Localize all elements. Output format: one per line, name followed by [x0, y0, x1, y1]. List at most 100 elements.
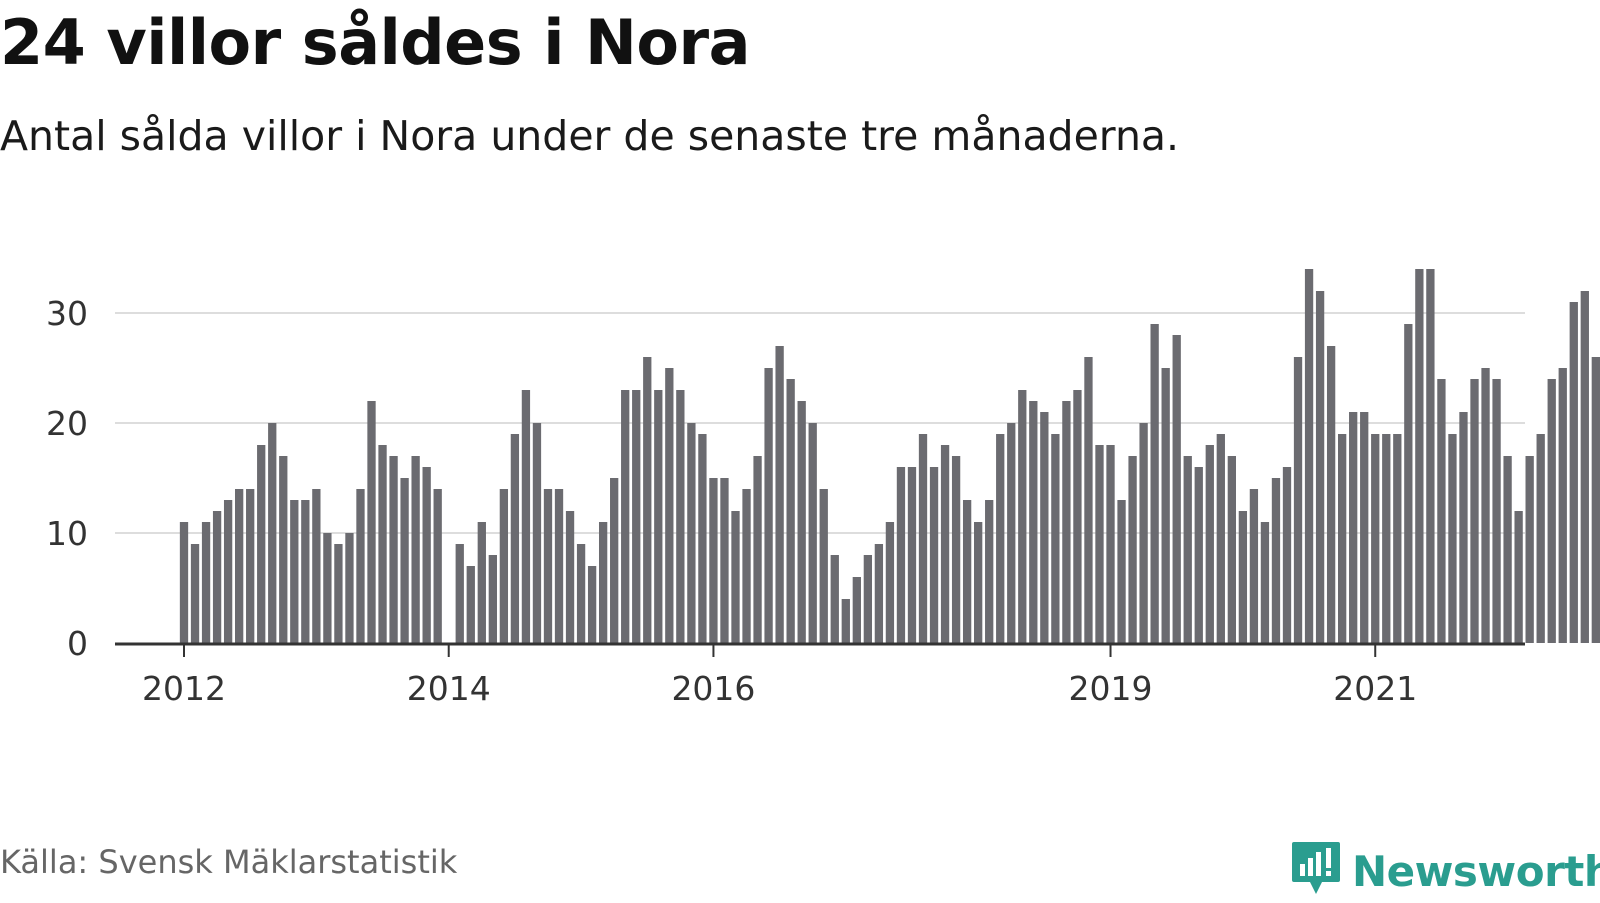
bar [1503, 456, 1512, 643]
bar [411, 456, 420, 643]
chart-subtitle: Antal sålda villor i Nora under de senas… [0, 112, 1180, 160]
x-tick-label: 2016 [671, 669, 755, 708]
bar [1128, 456, 1137, 643]
bar [565, 511, 575, 643]
bar [455, 544, 464, 643]
newsworthy-logo-icon [1290, 840, 1342, 903]
bar [1437, 379, 1446, 643]
bar [466, 566, 475, 643]
bar [223, 500, 233, 643]
bar [201, 522, 211, 643]
bar [1040, 412, 1049, 643]
bar [687, 423, 696, 643]
bar [1360, 412, 1369, 643]
bar [786, 379, 795, 643]
bar [1514, 511, 1523, 643]
bar [422, 467, 431, 643]
x-tick-label: 2019 [1069, 669, 1153, 708]
bars [179, 269, 1600, 643]
bar [885, 522, 895, 643]
bar [996, 434, 1005, 643]
bar [323, 533, 332, 643]
bar [610, 478, 619, 643]
bar [797, 401, 806, 643]
bar [1227, 456, 1236, 643]
bar [1161, 368, 1170, 643]
bar [1415, 269, 1424, 643]
bar [356, 489, 365, 643]
bar [1117, 500, 1126, 643]
bar [1547, 379, 1556, 643]
bar [1051, 434, 1060, 643]
bar [510, 434, 520, 643]
bar [1249, 489, 1259, 643]
bar [400, 478, 409, 643]
y-tick-label: 0 [67, 624, 88, 663]
bar [1349, 412, 1358, 643]
bar [1282, 467, 1292, 643]
bar [1338, 434, 1347, 643]
bar [212, 511, 222, 643]
bar [896, 467, 906, 643]
bar [1293, 357, 1303, 643]
source-note: Källa: Svensk Mäklarstatistik [0, 843, 458, 881]
bar [1448, 434, 1457, 643]
bar [907, 467, 917, 643]
bar [1393, 434, 1402, 643]
bar [951, 456, 961, 643]
bar [301, 500, 310, 643]
bar [1536, 434, 1545, 643]
bar [1326, 346, 1336, 643]
bar [1205, 445, 1214, 643]
bar [1194, 467, 1203, 643]
bar [643, 357, 652, 643]
x-axis-ticks: 2012 2014 2016 2019 2021 2023 [142, 644, 1600, 708]
bar [257, 445, 266, 643]
bar [1459, 412, 1468, 643]
bar [665, 368, 674, 643]
bar [367, 401, 376, 643]
bar [1404, 324, 1413, 643]
x-tick-label: 2023 [1598, 669, 1600, 708]
bar [1580, 291, 1589, 643]
bar [1470, 379, 1479, 643]
bar [1525, 456, 1534, 643]
bar [488, 555, 497, 643]
bar [709, 478, 718, 643]
bar [1426, 269, 1435, 643]
bar [521, 390, 531, 643]
bar [378, 445, 387, 643]
bar [1315, 291, 1325, 643]
bar [775, 346, 784, 643]
bar [1172, 335, 1181, 643]
bar [974, 522, 983, 643]
bar [499, 489, 509, 643]
bar [852, 577, 861, 643]
bar [929, 467, 939, 643]
bar [246, 489, 255, 643]
bar [1029, 401, 1038, 643]
bar [1304, 269, 1314, 643]
bar [477, 522, 486, 643]
bar [554, 489, 564, 643]
bar [433, 489, 442, 643]
bar [598, 522, 608, 643]
x-tick-label: 2014 [407, 669, 491, 708]
bar [742, 489, 751, 643]
y-axis-ticks: 0 10 20 30 [46, 294, 88, 663]
bar [962, 500, 972, 643]
y-tick-label: 10 [46, 514, 88, 553]
bar [1216, 434, 1225, 643]
bar [345, 533, 354, 643]
bar [1073, 390, 1082, 643]
x-tick-label: 2021 [1333, 669, 1417, 708]
bar [1558, 368, 1567, 643]
bar [1095, 445, 1104, 643]
bar [863, 555, 873, 643]
bar [576, 544, 586, 643]
bar [764, 368, 773, 643]
bar [874, 544, 884, 643]
bar [1238, 511, 1248, 643]
bar [1139, 423, 1148, 643]
